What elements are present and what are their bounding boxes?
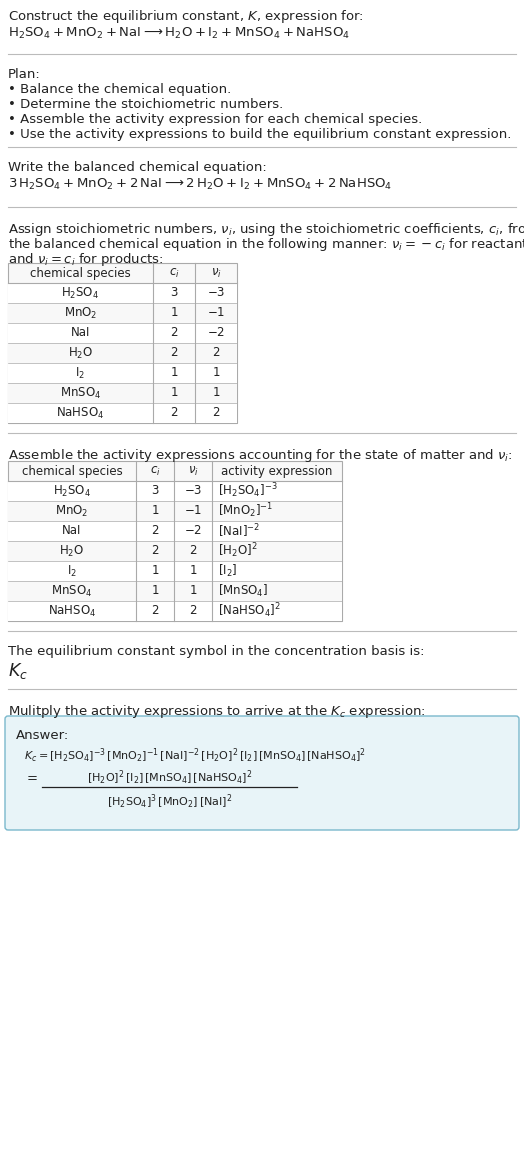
- Text: $\nu_i$: $\nu_i$: [188, 465, 199, 478]
- Text: $\mathrm{H_2O}$: $\mathrm{H_2O}$: [68, 345, 93, 360]
- Text: • Determine the stoichiometric numbers.: • Determine the stoichiometric numbers.: [8, 99, 283, 111]
- Text: the balanced chemical equation in the following manner: $\nu_i = -c_i$ for react: the balanced chemical equation in the fo…: [8, 236, 524, 253]
- Text: activity expression: activity expression: [221, 465, 333, 478]
- Text: 3: 3: [170, 286, 178, 299]
- Text: chemical species: chemical species: [30, 267, 131, 279]
- Text: NaI: NaI: [62, 525, 82, 538]
- Text: Mulitply the activity expressions to arrive at the $K_c$ expression:: Mulitply the activity expressions to arr…: [8, 704, 426, 720]
- Text: 1: 1: [170, 306, 178, 320]
- Text: 2: 2: [170, 327, 178, 340]
- Text: $c_i$: $c_i$: [169, 267, 179, 279]
- Text: 1: 1: [189, 584, 196, 598]
- Bar: [8, 363, 237, 382]
- Text: $\mathrm{H_2SO_4}$: $\mathrm{H_2SO_4}$: [53, 483, 91, 498]
- Text: $K_c$: $K_c$: [8, 661, 28, 681]
- FancyBboxPatch shape: [5, 716, 519, 830]
- Bar: [8, 343, 237, 363]
- Text: $[\mathrm{MnSO_4}]$: $[\mathrm{MnSO_4}]$: [218, 583, 268, 599]
- Text: 2: 2: [189, 605, 196, 618]
- Bar: [8, 302, 237, 323]
- Text: $\mathrm{H_2O}$: $\mathrm{H_2O}$: [59, 544, 84, 559]
- Text: 2: 2: [189, 545, 196, 557]
- Text: $c_i$: $c_i$: [150, 465, 160, 478]
- Bar: [8, 602, 342, 621]
- Bar: [8, 323, 237, 343]
- Bar: [8, 263, 237, 423]
- Text: $[\mathrm{H_2SO_4}]^{3}\,[\mathrm{MnO_2}]\,[\mathrm{NaI}]^{2}$: $[\mathrm{H_2SO_4}]^{3}\,[\mathrm{MnO_2}…: [107, 793, 232, 811]
- Text: $\mathrm{3\,H_2SO_4 + MnO_2 + 2\,NaI} \longrightarrow \mathrm{2\,H_2O + I_2 + Mn: $\mathrm{3\,H_2SO_4 + MnO_2 + 2\,NaI} \l…: [8, 177, 392, 192]
- Text: 2: 2: [212, 407, 220, 420]
- Text: 3: 3: [151, 484, 159, 497]
- Text: 1: 1: [151, 564, 159, 577]
- Text: $\nu_i$: $\nu_i$: [211, 267, 222, 279]
- Text: 1: 1: [212, 386, 220, 400]
- Text: 1: 1: [151, 584, 159, 598]
- Text: 1: 1: [151, 504, 159, 518]
- Text: $\mathrm{I_2}$: $\mathrm{I_2}$: [67, 563, 77, 578]
- Text: $-3$: $-3$: [184, 484, 202, 497]
- Bar: [8, 481, 342, 501]
- Bar: [8, 541, 342, 561]
- Text: The equilibrium constant symbol in the concentration basis is:: The equilibrium constant symbol in the c…: [8, 646, 424, 658]
- Text: 2: 2: [170, 407, 178, 420]
- Text: Assign stoichiometric numbers, $\nu_i$, using the stoichiometric coefficients, $: Assign stoichiometric numbers, $\nu_i$, …: [8, 221, 524, 238]
- Text: Construct the equilibrium constant, $K$, expression for:: Construct the equilibrium constant, $K$,…: [8, 8, 364, 25]
- Text: 1: 1: [170, 386, 178, 400]
- Text: $\mathrm{MnO_2}$: $\mathrm{MnO_2}$: [64, 306, 97, 321]
- Text: 2: 2: [151, 545, 159, 557]
- Text: $-2$: $-2$: [184, 525, 202, 538]
- Text: • Use the activity expressions to build the equilibrium constant expression.: • Use the activity expressions to build …: [8, 127, 511, 141]
- Text: $[\mathrm{I_2}]$: $[\mathrm{I_2}]$: [218, 563, 237, 580]
- Bar: [8, 403, 237, 423]
- Text: $\mathrm{NaHSO_4}$: $\mathrm{NaHSO_4}$: [48, 604, 96, 619]
- Text: $[\mathrm{NaHSO_4}]^{2}$: $[\mathrm{NaHSO_4}]^{2}$: [218, 602, 281, 620]
- Text: Assemble the activity expressions accounting for the state of matter and $\nu_i$: Assemble the activity expressions accoun…: [8, 447, 512, 464]
- Text: $[\mathrm{NaI}]^{-2}$: $[\mathrm{NaI}]^{-2}$: [218, 523, 260, 540]
- Text: $K_c = [\mathrm{H_2SO_4}]^{-3}\,[\mathrm{MnO_2}]^{-1}\,[\mathrm{NaI}]^{-2}\,[\ma: $K_c = [\mathrm{H_2SO_4}]^{-3}\,[\mathrm…: [24, 748, 366, 765]
- Text: $[\mathrm{H_2O}]^{2}$: $[\mathrm{H_2O}]^{2}$: [218, 541, 257, 560]
- Text: $-3$: $-3$: [207, 286, 225, 299]
- Text: $\mathrm{NaHSO_4}$: $\mathrm{NaHSO_4}$: [56, 406, 105, 421]
- Text: • Assemble the activity expression for each chemical species.: • Assemble the activity expression for e…: [8, 112, 422, 126]
- Text: $\mathrm{MnSO_4}$: $\mathrm{MnSO_4}$: [51, 583, 93, 598]
- Text: $[\mathrm{H_2O}]^{2}\,[\mathrm{I_2}]\,[\mathrm{MnSO_4}]\,[\mathrm{NaHSO_4}]^{2}$: $[\mathrm{H_2O}]^{2}\,[\mathrm{I_2}]\,[\…: [87, 770, 252, 787]
- Text: $-1$: $-1$: [207, 306, 225, 320]
- Text: 2: 2: [151, 525, 159, 538]
- Text: 2: 2: [170, 347, 178, 359]
- Text: chemical species: chemical species: [21, 465, 123, 478]
- Text: $\mathrm{MnSO_4}$: $\mathrm{MnSO_4}$: [60, 386, 101, 401]
- Bar: [8, 561, 342, 581]
- Text: 1: 1: [189, 564, 196, 577]
- Text: $[\mathrm{H_2SO_4}]^{-3}$: $[\mathrm{H_2SO_4}]^{-3}$: [218, 482, 278, 501]
- Bar: [8, 581, 342, 602]
- Text: and $\nu_i = c_i$ for products:: and $\nu_i = c_i$ for products:: [8, 252, 163, 268]
- Text: Answer:: Answer:: [16, 729, 69, 742]
- Bar: [8, 501, 342, 522]
- Text: Write the balanced chemical equation:: Write the balanced chemical equation:: [8, 161, 267, 174]
- Bar: [8, 522, 342, 541]
- Text: $\mathrm{H_2SO_4}$: $\mathrm{H_2SO_4}$: [61, 285, 100, 300]
- Text: $=$: $=$: [24, 771, 38, 783]
- Text: $\mathrm{H_2SO_4 + MnO_2 + NaI} \longrightarrow \mathrm{H_2O + I_2 + MnSO_4 + Na: $\mathrm{H_2SO_4 + MnO_2 + NaI} \longrig…: [8, 25, 350, 41]
- Text: Plan:: Plan:: [8, 68, 41, 81]
- Text: $\mathrm{I_2}$: $\mathrm{I_2}$: [75, 365, 85, 380]
- Text: NaI: NaI: [71, 327, 90, 340]
- Text: 2: 2: [151, 605, 159, 618]
- Text: 2: 2: [212, 347, 220, 359]
- Text: 1: 1: [170, 366, 178, 379]
- Text: $\mathrm{MnO_2}$: $\mathrm{MnO_2}$: [56, 503, 89, 518]
- Bar: [8, 461, 342, 621]
- Text: $-2$: $-2$: [207, 327, 225, 340]
- Text: • Balance the chemical equation.: • Balance the chemical equation.: [8, 83, 231, 96]
- Text: 1: 1: [212, 366, 220, 379]
- Bar: [8, 283, 237, 302]
- Text: $[\mathrm{MnO_2}]^{-1}$: $[\mathrm{MnO_2}]^{-1}$: [218, 502, 273, 520]
- Text: $-1$: $-1$: [184, 504, 202, 518]
- Bar: [8, 382, 237, 403]
